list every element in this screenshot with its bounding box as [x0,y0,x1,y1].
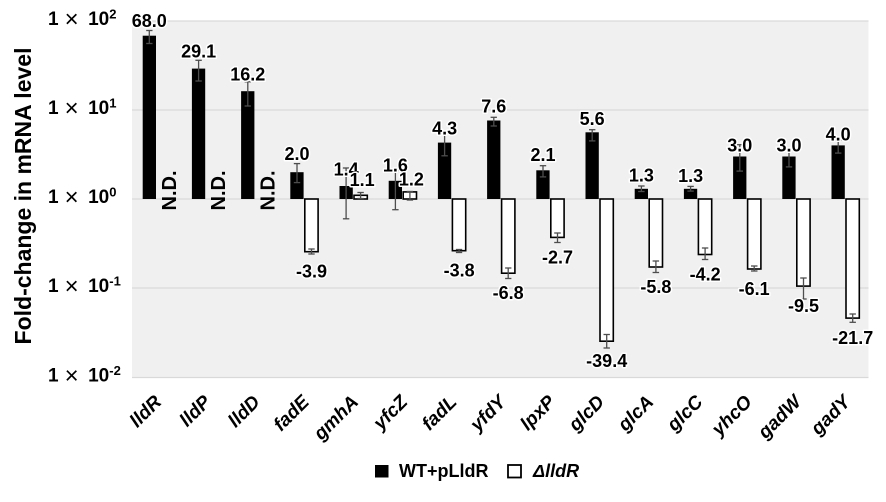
svg-text:16.2: 16.2 [230,65,265,85]
svg-text:5.6: 5.6 [580,109,605,129]
svg-text:-39.4: -39.4 [586,351,627,371]
svg-text:-3.9: -3.9 [296,262,327,282]
svg-text:4.3: 4.3 [432,119,457,139]
svg-text:-9.5: -9.5 [788,296,819,316]
svg-text:2.1: 2.1 [530,145,555,165]
svg-text:3.0: 3.0 [776,136,801,156]
svg-text:-6.1: -6.1 [739,279,770,299]
svg-text:N.D.: N.D. [159,171,181,211]
svg-text:68.0: 68.0 [132,11,167,31]
svg-text:-4.2: -4.2 [690,265,721,285]
svg-text:ΔlldR: ΔlldR [532,461,579,481]
svg-text:-5.8: -5.8 [640,277,671,297]
svg-text:Fold-change in mRNA level: Fold-change in mRNA level [10,48,36,345]
svg-text:29.1: 29.1 [181,42,216,62]
svg-text:1.2: 1.2 [399,169,424,189]
svg-text:-2.7: -2.7 [542,247,573,267]
svg-text:1.3: 1.3 [629,165,654,185]
svg-text:4.0: 4.0 [826,125,851,145]
svg-text:-3.8: -3.8 [444,261,475,281]
svg-text:-6.8: -6.8 [493,283,524,303]
svg-text:3.0: 3.0 [727,136,752,156]
svg-text:1.6: 1.6 [383,156,408,176]
svg-text:1.1: 1.1 [350,170,375,190]
svg-text:2.0: 2.0 [284,144,309,164]
svg-text:1.4: 1.4 [334,159,359,179]
svg-text:WT+pLldR: WT+pLldR [399,461,488,481]
svg-text:N.D.: N.D. [257,171,279,211]
svg-text:-21.7: -21.7 [832,328,873,348]
svg-text:1.3: 1.3 [678,166,703,186]
svg-text:7.6: 7.6 [481,96,506,116]
svg-text:N.D.: N.D. [208,171,230,211]
